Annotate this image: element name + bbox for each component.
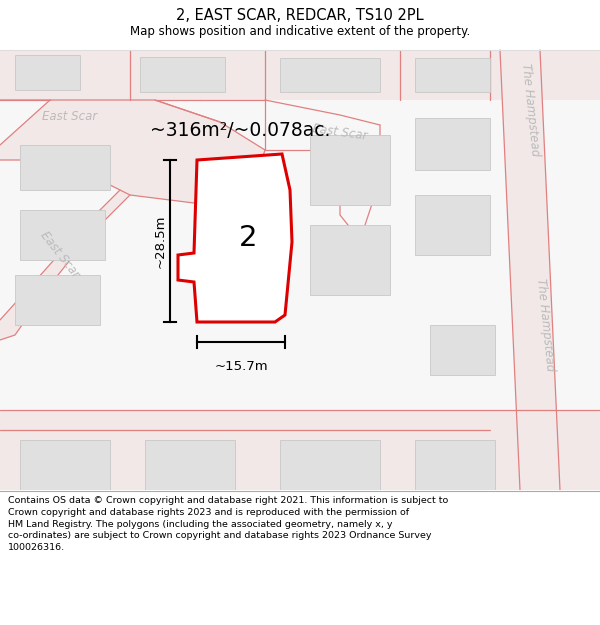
Text: The Hampstead: The Hampstead xyxy=(518,63,541,157)
Polygon shape xyxy=(280,58,380,92)
Text: Contains OS data © Crown copyright and database right 2021. This information is : Contains OS data © Crown copyright and d… xyxy=(8,496,448,552)
Polygon shape xyxy=(145,440,235,490)
Text: East Scar: East Scar xyxy=(312,122,368,142)
Text: ~15.7m: ~15.7m xyxy=(214,360,268,373)
Polygon shape xyxy=(430,325,495,375)
Text: 2, EAST SCAR, REDCAR, TS10 2PL: 2, EAST SCAR, REDCAR, TS10 2PL xyxy=(176,8,424,22)
Polygon shape xyxy=(280,440,380,490)
Text: ~316m²/~0.078ac.: ~316m²/~0.078ac. xyxy=(150,121,331,139)
Polygon shape xyxy=(0,50,600,100)
Polygon shape xyxy=(0,100,265,205)
Polygon shape xyxy=(20,210,105,260)
Text: ~28.5m: ~28.5m xyxy=(154,214,167,268)
Polygon shape xyxy=(415,195,490,255)
Polygon shape xyxy=(178,154,292,322)
Polygon shape xyxy=(20,145,110,190)
Bar xyxy=(0,0,600,50)
Polygon shape xyxy=(415,440,495,490)
Bar xyxy=(0,50,600,490)
Polygon shape xyxy=(0,410,600,490)
Text: 2: 2 xyxy=(239,224,257,252)
Polygon shape xyxy=(140,57,225,92)
Text: East Scar: East Scar xyxy=(38,229,82,281)
Text: Map shows position and indicative extent of the property.: Map shows position and indicative extent… xyxy=(130,26,470,39)
Polygon shape xyxy=(310,225,390,295)
Polygon shape xyxy=(415,58,490,92)
Polygon shape xyxy=(500,50,560,490)
Polygon shape xyxy=(310,135,390,205)
Polygon shape xyxy=(0,190,130,340)
Polygon shape xyxy=(15,275,100,325)
Text: East Scar: East Scar xyxy=(43,111,98,124)
Polygon shape xyxy=(20,440,110,490)
Polygon shape xyxy=(415,118,490,170)
Polygon shape xyxy=(15,55,80,90)
Text: The Hampstead: The Hampstead xyxy=(533,278,556,372)
